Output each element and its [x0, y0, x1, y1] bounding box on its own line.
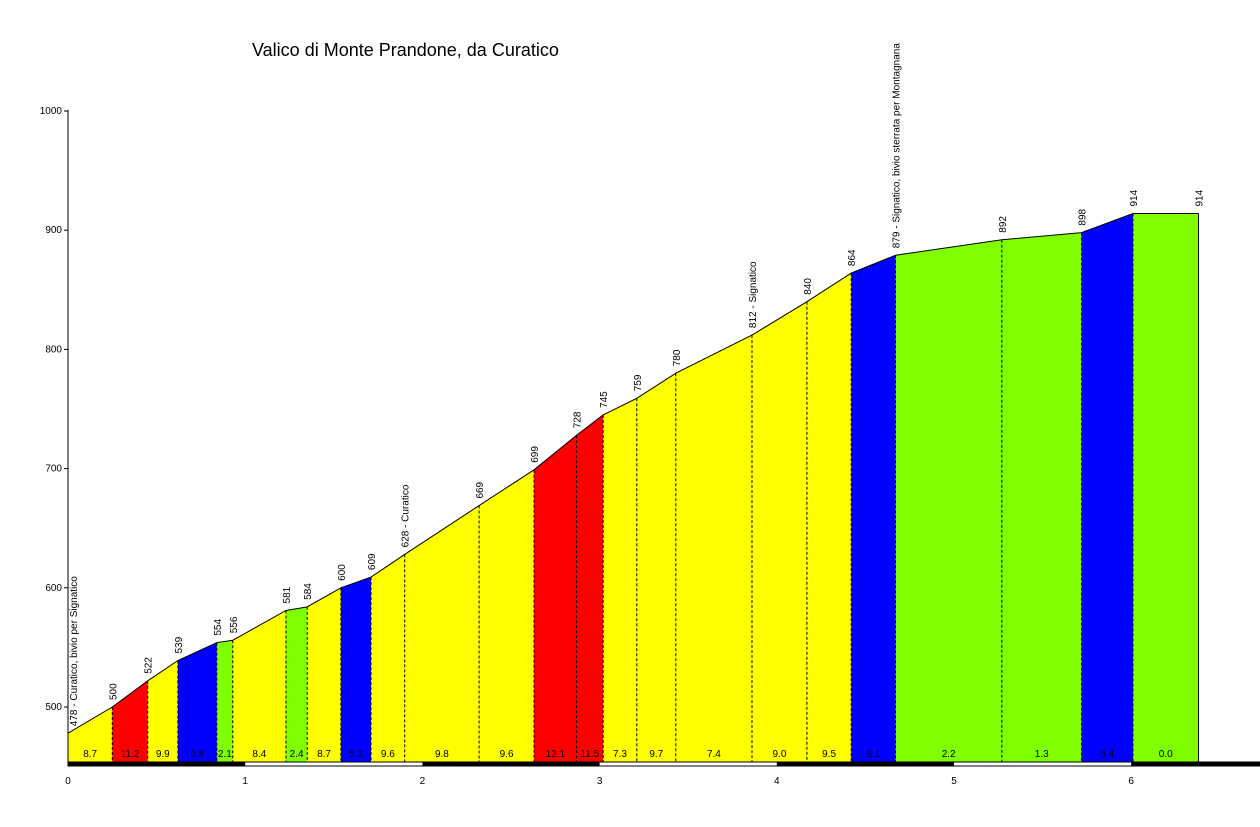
x-tick-label: 5: [951, 776, 957, 787]
gradient-label: 9.5: [822, 749, 836, 760]
x-tick-label: 6: [1128, 776, 1134, 787]
profile-segment: [307, 587, 341, 762]
altitude-label: 539: [174, 636, 185, 653]
profile-segment: [851, 255, 896, 762]
x-axis-bar-segment: [68, 762, 246, 766]
profile-segment: [675, 335, 752, 762]
gradient-label: 11.2: [121, 749, 140, 760]
altitude-label: 840: [803, 278, 814, 295]
gradient-label: 5.4: [1100, 749, 1114, 760]
altitude-label: 745: [599, 391, 610, 408]
gradient-label: 0.0: [1159, 749, 1173, 760]
altitude-label: 728: [573, 411, 584, 428]
altitude-label: 914: [1195, 189, 1206, 206]
y-tick-label: 600: [45, 583, 62, 594]
gradient-label: 12.1: [546, 749, 566, 760]
profile-segment: [576, 414, 604, 762]
gradient-label: 9.6: [500, 749, 514, 760]
profile-segment: [636, 373, 676, 762]
altitude-label: 628 - Curatico: [401, 484, 412, 547]
altitude-label: 864: [847, 249, 858, 266]
gradient-label: 7.3: [613, 749, 627, 760]
x-axis-bar-segment: [422, 762, 600, 766]
x-axis-bar-segment: [776, 762, 954, 766]
gradient-label: 9.0: [773, 749, 787, 760]
altitude-label: 759: [633, 374, 644, 391]
altitude-label: 780: [672, 349, 683, 366]
altitude-label: 500: [108, 683, 119, 700]
gradient-label: 9.8: [435, 749, 449, 760]
profile-segment: [1081, 213, 1133, 763]
altitude-label: 892: [998, 216, 1009, 233]
altitude-label: 600: [337, 564, 348, 581]
profile-segment: [177, 642, 217, 762]
gradient-label: 6.8: [190, 749, 204, 760]
altitude-label: 609: [367, 553, 378, 570]
altitude-label: 554: [213, 619, 224, 636]
profile-segment: [404, 505, 480, 762]
gradient-label: 9.6: [381, 749, 395, 760]
y-tick-label: 800: [45, 344, 62, 355]
altitude-label: 556: [229, 616, 240, 633]
altitude-label: 812 - Signatico: [748, 261, 759, 328]
profile-segment: [340, 577, 372, 762]
x-tick-label: 4: [774, 776, 780, 787]
altitude-label: 898: [1078, 208, 1089, 225]
profile-segment: [112, 680, 148, 762]
gradient-label: 9.7: [649, 749, 663, 760]
x-axis-bar: [67, 761, 1260, 767]
profile-segment: [751, 301, 807, 762]
x-axis-bar-segment: [1131, 762, 1260, 766]
profile-segment: [147, 660, 178, 762]
altitude-label: 478 - Curatico, bivio per Signatico: [69, 576, 80, 727]
altitude-label: 879 - Signatico, bivio sterrata per Mont…: [892, 43, 903, 249]
gradient-label: 2.1: [218, 749, 232, 760]
profile-segment: [534, 435, 577, 762]
gradient-label: 6.1: [866, 749, 880, 760]
y-tick-label: 1000: [40, 106, 63, 117]
gradient-label: 8.7: [83, 749, 97, 760]
profile-segment: [216, 640, 233, 762]
profile-segment: [806, 273, 852, 762]
y-tick-label: 500: [45, 702, 62, 713]
altitude-label: 914: [1129, 189, 1140, 206]
gradient-label: 11.5: [580, 749, 599, 760]
altitude-label: 699: [530, 446, 541, 463]
profile-segment: [232, 610, 286, 762]
gradient-label: 9.9: [156, 749, 170, 760]
gradient-label: 8.4: [252, 749, 266, 760]
gradient-label: 2.2: [942, 749, 956, 760]
altitude-label: 522: [144, 657, 155, 674]
altitude-label: 669: [475, 481, 486, 498]
profile-segment: [285, 606, 308, 762]
profile-segment: [479, 469, 535, 762]
gradient-label: 1.3: [1035, 749, 1049, 760]
profile-segment: [68, 707, 113, 762]
y-tick-label: 900: [45, 225, 62, 236]
profile-segment: [603, 398, 637, 762]
chart-title: Valico di Monte Prandone, da Curatico: [252, 40, 559, 60]
x-tick-label: 0: [65, 776, 71, 787]
x-tick-label: 2: [420, 776, 426, 787]
altitude-label: 581: [282, 586, 293, 603]
y-tick-label: 700: [45, 464, 62, 475]
x-tick-label: 1: [242, 776, 248, 787]
altitude-label: 584: [303, 583, 314, 600]
gradient-label: 8.7: [317, 749, 331, 760]
profile-segment: [371, 554, 405, 762]
gradient-label: 7.4: [707, 749, 721, 760]
profile-segment: [895, 239, 1002, 763]
profile-segment: [1001, 232, 1082, 763]
gradient-label: 2.4: [290, 749, 304, 760]
profile-segment: [1132, 213, 1199, 763]
x-tick-label: 3: [597, 776, 603, 787]
gradient-label: 5.3: [349, 749, 363, 760]
